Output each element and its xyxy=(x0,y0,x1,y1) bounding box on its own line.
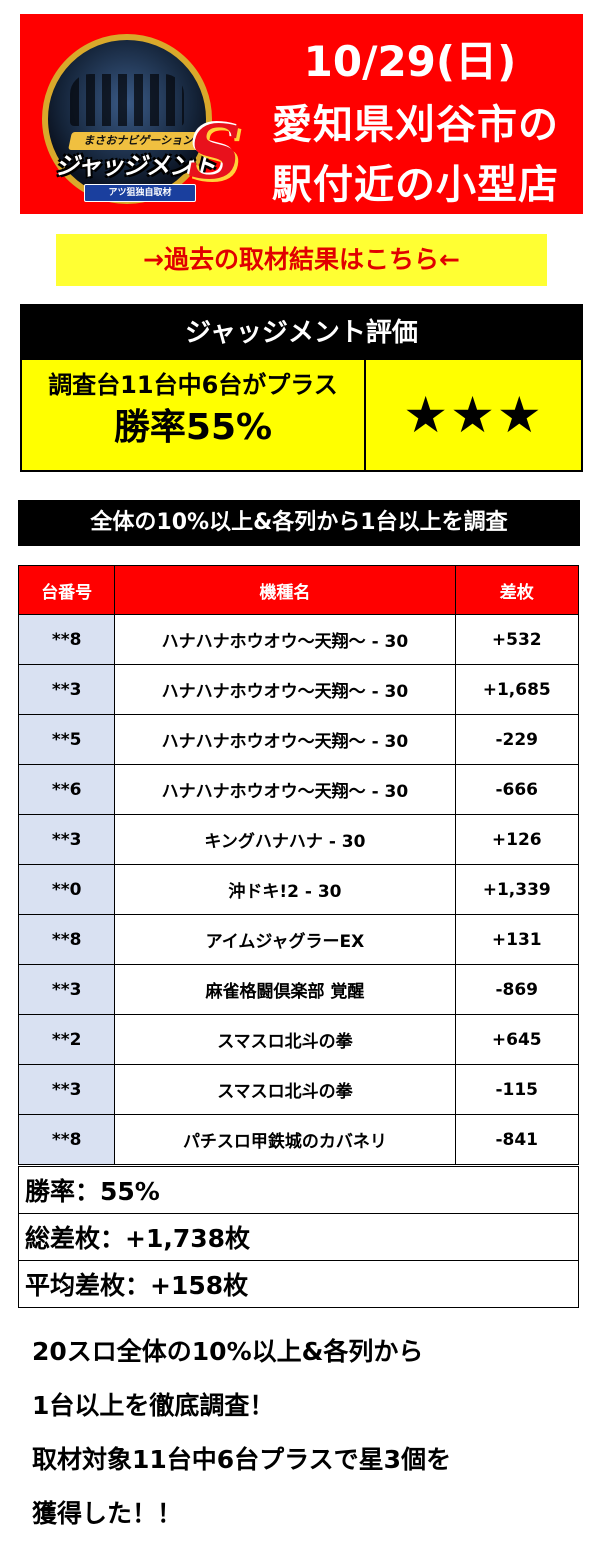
machine-number: **3 xyxy=(17,1064,116,1115)
coin-diff: +645 xyxy=(454,1014,579,1065)
past-results-link[interactable]: →過去の取材結果はこちら← xyxy=(56,234,547,286)
machine-number: **2 xyxy=(17,1014,116,1065)
results-table: 台番号 機種名 差枚 **8 ハナハナホウオウ～天翔～ - 30 +532 **… xyxy=(17,565,579,1165)
area-line-1: 愛知県刈谷市の xyxy=(272,102,559,148)
coin-diff: -841 xyxy=(454,1114,579,1165)
model-name: ハナハナホウオウ～天翔～ - 30 xyxy=(114,714,456,765)
machine-number: **6 xyxy=(17,764,116,815)
area-line-2: 駅付近の小型店 xyxy=(272,162,559,208)
logo-s-mark: S xyxy=(188,110,242,196)
table-row: **3 ハナハナホウオウ～天翔～ - 30 +1,685 xyxy=(17,664,579,715)
comment-line: 取材対象11台中6台プラスで星3個を xyxy=(32,1445,452,1474)
evaluation-win-rate: 勝率55% xyxy=(113,407,273,448)
coin-diff: +131 xyxy=(454,914,579,965)
table-row: **2 スマスロ北斗の拳 +645 xyxy=(17,1014,579,1065)
table-row: **3 キングハナハナ - 30 +126 xyxy=(17,814,579,865)
machine-number: **5 xyxy=(17,714,116,765)
model-name: パチスロ甲鉄城のカバネリ xyxy=(114,1114,456,1165)
comment-line: 獲得した！！ xyxy=(32,1499,183,1528)
summary-win-rate: 勝率：55% xyxy=(18,1166,579,1214)
star-rating: ★★★ xyxy=(366,360,581,470)
model-name: ハナハナホウオウ～天翔～ - 30 xyxy=(114,664,456,715)
comment-line: 20スロ全体の10%以上&各列から xyxy=(32,1337,424,1366)
header-machine-number: 台番号 xyxy=(17,565,116,615)
coin-diff: +532 xyxy=(454,614,579,665)
coin-diff: +126 xyxy=(454,814,579,865)
summary-total-diff: 総差枚：+1,738枚 xyxy=(18,1213,579,1261)
model-name: ハナハナホウオウ～天翔～ - 30 xyxy=(114,614,456,665)
logo-sub-text: アツ狙独自取材 xyxy=(84,184,196,202)
judgment-logo: まさおナビゲーション ジャッジメント アツ狙独自取材 S xyxy=(36,34,241,204)
report-date: 10/29(日) xyxy=(303,37,517,86)
machine-number: **0 xyxy=(17,864,116,915)
table-row: **6 ハナハナホウオウ～天翔～ - 30 -666 xyxy=(17,764,579,815)
comment-line: 1台以上を徹底調査！ xyxy=(32,1391,275,1420)
table-row: **8 パチスロ甲鉄城のカバネリ -841 xyxy=(17,1114,579,1165)
closing-comment: 20スロ全体の10%以上&各列から 1台以上を徹底調査！ 取材対象11台中6台プ… xyxy=(32,1325,572,1541)
table-row: **3 スマスロ北斗の拳 -115 xyxy=(17,1064,579,1115)
model-name: スマスロ北斗の拳 xyxy=(114,1064,456,1115)
logo-main-text: ジャッジメント xyxy=(55,152,216,180)
coin-diff: -869 xyxy=(454,964,579,1015)
header-model-name: 機種名 xyxy=(114,565,456,615)
model-name: アイムジャグラーEX xyxy=(114,914,456,965)
coin-diff: +1,339 xyxy=(454,864,579,915)
machine-number: **8 xyxy=(17,614,116,665)
header-banner: まさおナビゲーション ジャッジメント アツ狙独自取材 S 10/29(日) 愛知… xyxy=(20,14,583,214)
evaluation-title: ジャッジメント評価 xyxy=(22,306,581,360)
machine-number: **3 xyxy=(17,814,116,865)
model-name: ハナハナホウオウ～天翔～ - 30 xyxy=(114,764,456,815)
summary-average-diff: 平均差枚：+158枚 xyxy=(18,1260,579,1308)
table-row: **8 アイムジャグラーEX +131 xyxy=(17,914,579,965)
coin-diff: -115 xyxy=(454,1064,579,1115)
machine-number: **8 xyxy=(17,914,116,965)
coin-diff: -666 xyxy=(454,764,579,815)
coin-diff: -229 xyxy=(454,714,579,765)
model-name: 沖ドキ!2 - 30 xyxy=(114,864,456,915)
table-row: **0 沖ドキ!2 - 30 +1,339 xyxy=(17,864,579,915)
header-diff: 差枚 xyxy=(454,565,579,615)
section-title: 全体の10%以上&各列から1台以上を調査 xyxy=(18,500,580,546)
coin-diff: +1,685 xyxy=(454,664,579,715)
table-header-row: 台番号 機種名 差枚 xyxy=(17,565,579,615)
model-name: スマスロ北斗の拳 xyxy=(114,1014,456,1065)
machine-number: **3 xyxy=(17,664,116,715)
evaluation-summary: 調査台11台中6台がプラス xyxy=(48,371,338,399)
table-row: **5 ハナハナホウオウ～天翔～ - 30 -229 xyxy=(17,714,579,765)
logo-figures-image xyxy=(70,74,184,126)
machine-number: **3 xyxy=(17,964,116,1015)
model-name: 麻雀格闘倶楽部 覚醒 xyxy=(114,964,456,1015)
summary-table: 勝率：55% 総差枚：+1,738枚 平均差枚：+158枚 xyxy=(18,1166,579,1308)
table-row: **8 ハナハナホウオウ～天翔～ - 30 +532 xyxy=(17,614,579,665)
evaluation-box: ジャッジメント評価 調査台11台中6台がプラス 勝率55% ★★★ xyxy=(20,304,583,472)
machine-number: **8 xyxy=(17,1114,116,1165)
model-name: キングハナハナ - 30 xyxy=(114,814,456,865)
table-row: **3 麻雀格闘倶楽部 覚醒 -869 xyxy=(17,964,579,1015)
evaluation-result: 調査台11台中6台がプラス 勝率55% xyxy=(22,360,364,470)
